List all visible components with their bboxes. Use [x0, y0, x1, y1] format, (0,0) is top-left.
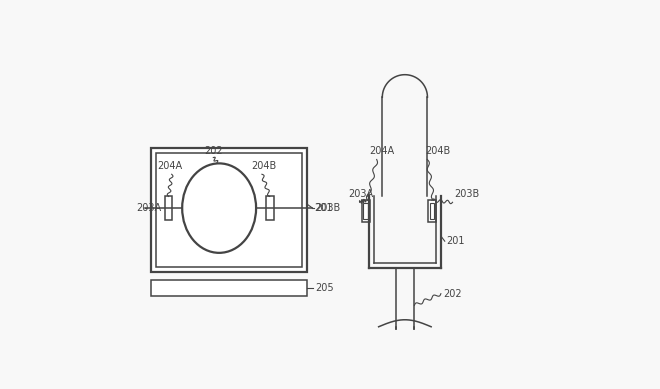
- Bar: [364, 203, 368, 219]
- Text: 204A: 204A: [157, 161, 182, 171]
- Bar: [156, 153, 302, 267]
- Bar: [165, 196, 172, 220]
- Bar: [151, 280, 307, 296]
- Bar: [362, 200, 370, 222]
- Text: 205: 205: [315, 283, 334, 293]
- Text: 202: 202: [443, 289, 461, 299]
- Text: 204A: 204A: [369, 145, 394, 156]
- Text: 204B: 204B: [425, 145, 451, 156]
- Bar: [151, 148, 307, 272]
- Text: 201: 201: [314, 203, 333, 213]
- Bar: [266, 196, 274, 220]
- Text: 203A: 203A: [348, 189, 374, 199]
- Text: 203B: 203B: [315, 203, 341, 213]
- Text: 203A: 203A: [136, 203, 162, 213]
- Bar: [428, 200, 436, 222]
- Text: 203B: 203B: [455, 189, 480, 199]
- Text: 202: 202: [204, 145, 222, 156]
- Text: 204B: 204B: [251, 161, 277, 171]
- Text: 201: 201: [447, 236, 465, 246]
- Ellipse shape: [182, 163, 256, 253]
- Bar: [430, 203, 434, 219]
